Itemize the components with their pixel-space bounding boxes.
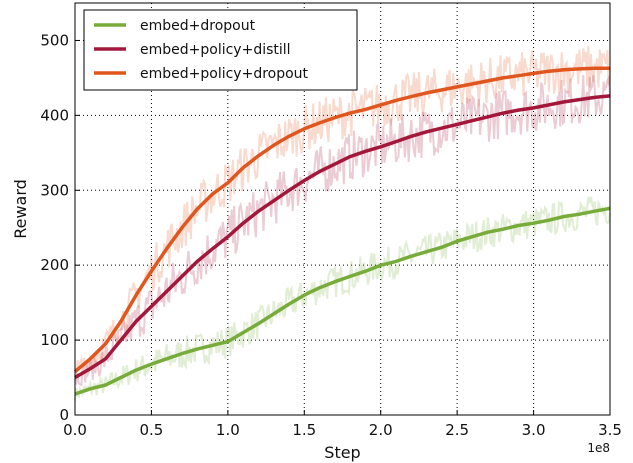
raw-trace-1 — [74, 196, 611, 401]
legend-label: embed+policy+distill — [140, 42, 291, 58]
legend-label: embed+policy+dropout — [140, 66, 309, 82]
series-line-3 — [73, 66, 610, 373]
series-line-1 — [74, 206, 611, 396]
x-tick-label: 3.5 — [598, 421, 622, 439]
x-tick-label: 3.0 — [522, 421, 546, 439]
x-tick-label: 1.0 — [216, 421, 240, 439]
legend: embed+dropout embed+policy+distill embed+p… — [83, 9, 358, 91]
y-tick-label: 100 — [40, 331, 69, 349]
axis-ticks: 0.0 0.5 1.0 1.5 2.0 2.5 3.0 3.5 0 100 200 300 400 500 — [40, 31, 622, 439]
legend-label: embed+dropout — [140, 18, 256, 34]
raw-trace-3 — [74, 46, 611, 382]
smoothed-reward-lines — [73, 66, 611, 396]
y-tick-label: 200 — [40, 256, 69, 274]
raw-trace-2 — [74, 74, 611, 387]
y-tick-label: 400 — [40, 106, 69, 124]
x-tick-label: 0.0 — [63, 421, 87, 439]
x-tick-label: 2.0 — [369, 421, 393, 439]
y-tick-label: 0 — [59, 406, 69, 424]
x-axis-title: Step — [324, 443, 360, 462]
series-line-2 — [74, 94, 611, 380]
plot-frame — [74, 2, 611, 416]
x-tick-label: 2.5 — [445, 421, 469, 439]
x-tick-label: 0.5 — [139, 421, 163, 439]
x-tick-label: 1.5 — [292, 421, 316, 439]
y-axis-title: Reward — [11, 179, 30, 239]
legend-box — [83, 9, 358, 91]
y-tick-label: 500 — [40, 31, 69, 49]
y-tick-label: 300 — [40, 181, 69, 199]
x-axis-exponent: 1e8 — [587, 441, 610, 455]
